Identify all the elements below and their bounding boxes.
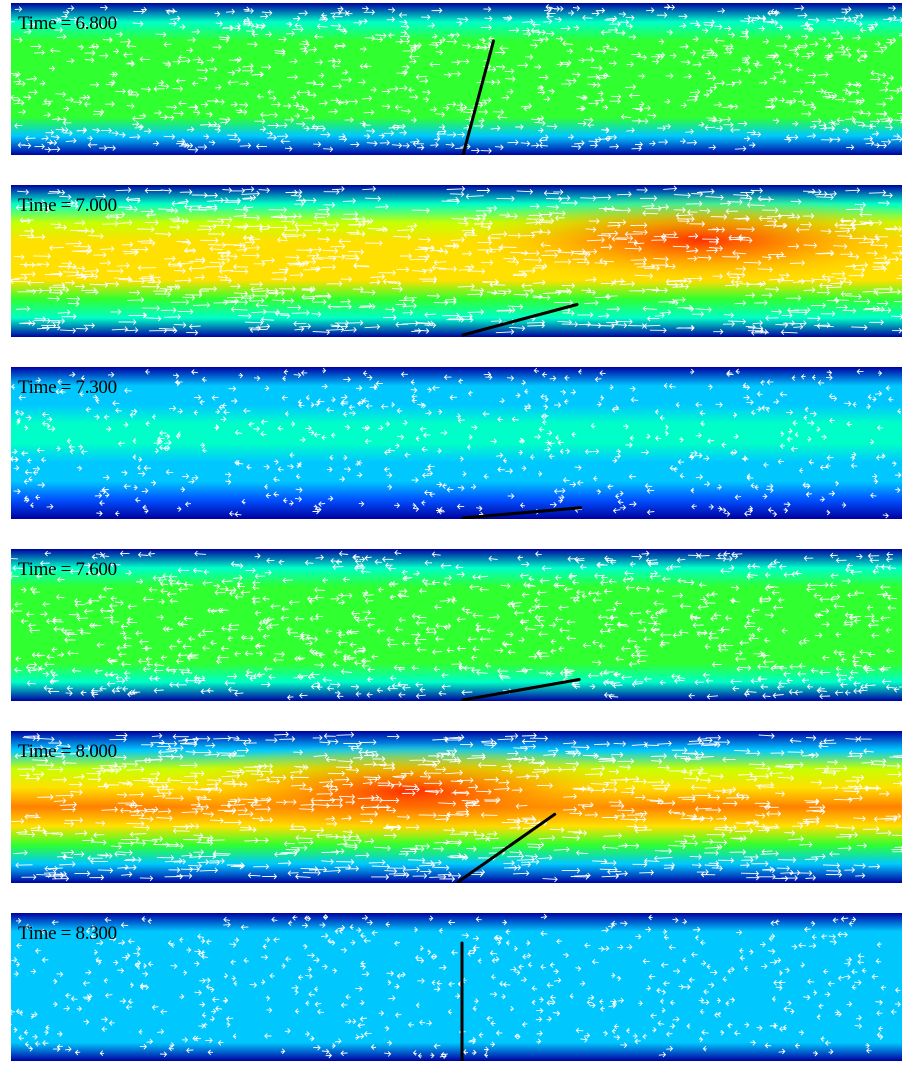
- velocity-magnitude-field: [11, 549, 902, 701]
- flow-field: [11, 913, 902, 1061]
- frame-panel: Time = 7.300: [11, 367, 902, 519]
- flow-field: [11, 3, 902, 155]
- frame-panel: Time = 7.000: [11, 185, 902, 337]
- time-label: Time = 7.600: [18, 560, 117, 579]
- velocity-magnitude-field: [11, 3, 902, 155]
- time-label: Time = 6.800: [18, 14, 117, 33]
- frame-panel: Time = 6.800: [11, 3, 902, 155]
- flow-field: [11, 731, 902, 883]
- flow-field: [11, 367, 902, 519]
- time-label: Time = 8.000: [18, 742, 117, 761]
- flow-field: [11, 549, 902, 701]
- time-label: Time = 8.300: [18, 924, 117, 943]
- velocity-magnitude-field: [11, 367, 902, 519]
- frame-panel: Time = 7.600: [11, 549, 902, 701]
- flow-field: [11, 185, 902, 337]
- time-label: Time = 7.000: [18, 196, 117, 215]
- frame-panel: Time = 8.300: [11, 913, 902, 1065]
- frame-panel: Time = 8.000: [11, 731, 902, 883]
- time-label: Time = 7.300: [18, 378, 117, 397]
